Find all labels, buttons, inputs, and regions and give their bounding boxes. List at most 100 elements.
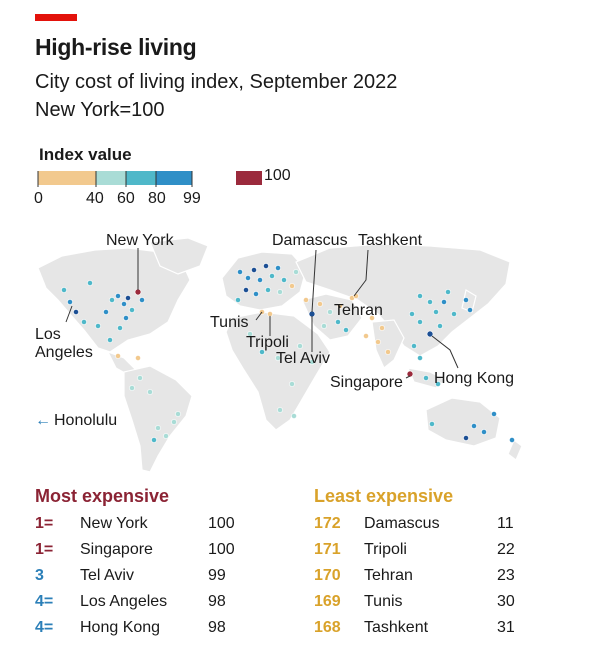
legend-tick-label: 80 (148, 190, 166, 207)
least-expensive-value: 11 (497, 515, 514, 532)
city-dot (267, 311, 273, 317)
map-label-tunis: Tunis (210, 314, 249, 331)
city-dot (269, 273, 275, 279)
least-expensive-value: 30 (497, 593, 515, 610)
brand-bar (35, 14, 77, 21)
map-label-honolulu: Honolulu (54, 412, 118, 429)
chart-subtitle: City cost of living index, September 202… (35, 71, 398, 93)
city-dot (103, 309, 109, 315)
city-dot (155, 425, 161, 431)
city-dot (491, 411, 497, 417)
most-expensive-rank: 3 (35, 567, 44, 584)
most-expensive-city: Los Angeles (80, 593, 168, 610)
city-dot (237, 269, 243, 275)
chart-subtitle-note: New York=100 (35, 99, 165, 121)
chart-title: High-rise living (35, 34, 197, 60)
most-expensive-value: 100 (208, 541, 235, 558)
city-dot (289, 283, 295, 289)
map-label-tashkent: Tashkent (358, 232, 423, 249)
city-dot (327, 309, 333, 315)
least-expensive-city: Damascus (364, 515, 440, 532)
city-dot (467, 307, 473, 313)
city-dot (423, 375, 429, 381)
city-dot (433, 309, 439, 315)
land-new-zealand (507, 439, 523, 461)
city-dot (297, 343, 303, 349)
city-dot (481, 429, 487, 435)
city-dot (379, 325, 385, 331)
legend-swatch-80-99 (156, 171, 192, 185)
city-dot (115, 293, 121, 299)
city-dot (471, 423, 477, 429)
city-dot (303, 297, 309, 303)
land-south-america (123, 365, 193, 473)
legend-tick-label: 0 (34, 190, 43, 207)
most-expensive-heading: Most expensive (35, 486, 170, 506)
least-expensive-value: 23 (497, 567, 515, 584)
legend-swatch-60-80 (126, 171, 156, 185)
map-label-damascus: Damascus (272, 232, 348, 249)
leader-damascus (311, 249, 317, 313)
city-dot (417, 319, 423, 325)
city-dot (139, 297, 145, 303)
city-dot (427, 299, 433, 305)
city-dot (411, 343, 417, 349)
legend-max-label: 100 (264, 167, 291, 184)
legend-swatch-40-60 (96, 171, 126, 185)
least-expensive-rank: 170 (314, 567, 341, 584)
city-dot (73, 309, 79, 315)
city-dot (263, 263, 269, 269)
most-expensive-rank: 1= (35, 541, 54, 558)
map-label-tehran: Tehran (334, 302, 383, 319)
least-expensive-city: Tashkent (364, 619, 429, 636)
land-europe (221, 251, 307, 311)
city-dot (293, 269, 299, 275)
city-dot (409, 311, 415, 317)
city-dot (135, 355, 141, 361)
least-expensive-value: 22 (497, 541, 515, 558)
city-dot (445, 289, 451, 295)
city-dot (67, 299, 73, 305)
city-dot (243, 287, 249, 293)
land-india (371, 319, 405, 369)
leader-los-angeles (65, 305, 73, 323)
most-expensive-rank: 4= (35, 619, 54, 636)
city-dot (291, 413, 297, 419)
legend-title: Index value (39, 145, 132, 164)
map-label-tripoli: Tripoli (246, 334, 289, 351)
city-dot (125, 295, 131, 301)
least-expensive-heading: Least expensive (314, 486, 454, 506)
city-dot (463, 297, 469, 303)
city-dot (437, 323, 443, 329)
city-dot (251, 267, 257, 273)
city-dot (277, 289, 283, 295)
world-map (37, 237, 523, 473)
least-expensive-rank: 171 (314, 541, 341, 558)
city-dot (87, 280, 93, 286)
legend-tick-label: 99 (183, 190, 201, 207)
leader-singapore (405, 375, 411, 379)
city-dot (363, 333, 369, 339)
city-dot (121, 301, 127, 307)
map-label-new-york: New York (106, 232, 174, 249)
least-expensive-rank: 168 (314, 619, 341, 636)
least-expensive-value: 31 (497, 619, 515, 636)
city-dot (275, 355, 281, 361)
city-dot (235, 297, 241, 303)
city-dot (317, 301, 323, 307)
land-asia (295, 243, 511, 357)
legend-swatch-100 (236, 171, 262, 185)
most-expensive-value: 100 (208, 515, 235, 532)
city-dot (289, 381, 295, 387)
city-dot (417, 293, 423, 299)
city-dot (171, 419, 177, 425)
city-dot (129, 385, 135, 391)
city-dot (435, 381, 441, 387)
legend-tick-label: 40 (86, 190, 104, 207)
city-dot (509, 437, 515, 443)
city-dot (123, 315, 129, 321)
land-greenland (149, 237, 209, 275)
city-dot (247, 331, 253, 337)
most-expensive-value: 98 (208, 593, 226, 610)
map-label-singapore: Singapore (330, 374, 403, 391)
